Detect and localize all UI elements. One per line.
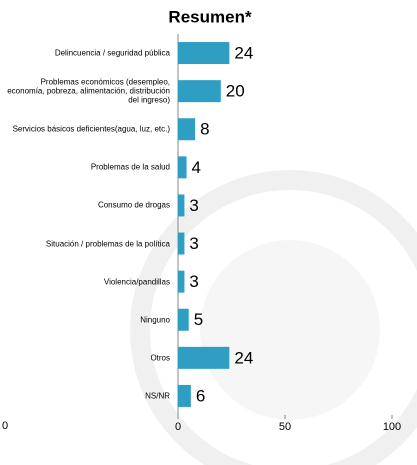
page: Resumen* 0 0 50 100 24 20 8 4 3 3 3 5 24 6 Delincuen… <box>0 0 417 465</box>
bar <box>178 309 189 331</box>
y-tick-label: Situación / problemas de la política <box>4 239 170 248</box>
bar <box>178 80 221 102</box>
bar <box>178 194 184 216</box>
value-label: 4 <box>192 158 201 177</box>
bar <box>178 385 191 407</box>
chart-title: Resumen* <box>168 7 252 26</box>
value-label: 20 <box>226 82 245 101</box>
y-tick-label: NS/NR <box>4 391 170 400</box>
bar <box>178 42 229 64</box>
y-tick-label: Problemas económicos (desempleo, economí… <box>4 78 170 105</box>
y-tick-label: Consumo de drogas <box>4 201 170 210</box>
x-tick-label: 0 <box>175 421 181 433</box>
x-tick-label: 100 <box>383 421 401 433</box>
y-tick-label: Otros <box>4 353 170 362</box>
bar <box>178 271 184 293</box>
value-label: 3 <box>189 196 198 215</box>
x-tick-label: 50 <box>279 421 291 433</box>
value-label: 3 <box>189 272 198 291</box>
y-tick-label: Servicios básicos deficientes(agua, luz,… <box>4 125 170 134</box>
bar <box>178 156 187 178</box>
y-tick-label: Problemas de la salud <box>4 163 170 172</box>
value-label: 6 <box>196 386 205 405</box>
value-label: 24 <box>234 348 253 367</box>
value-label: 8 <box>200 120 209 139</box>
bar <box>178 347 229 369</box>
bar <box>178 233 184 255</box>
bar <box>178 118 195 140</box>
value-label: 24 <box>234 44 253 63</box>
value-label: 5 <box>194 310 203 329</box>
value-label: 3 <box>189 234 198 253</box>
y-tick-label: Delincuencia / seguridad pública <box>4 49 170 58</box>
annotation: 0 <box>2 420 8 432</box>
y-tick-label: Ninguno <box>4 315 170 324</box>
y-tick-label: Violencia/pandillas <box>4 277 170 286</box>
